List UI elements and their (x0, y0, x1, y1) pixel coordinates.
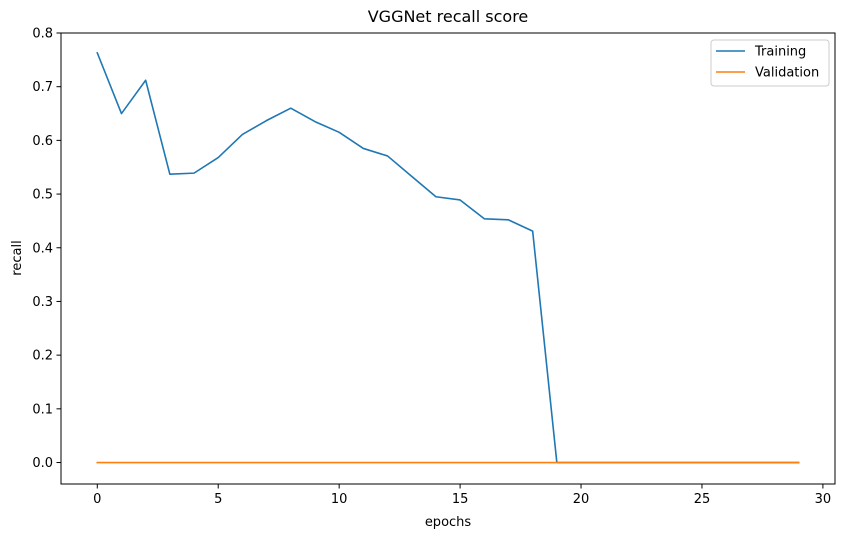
y-tick-label: 0.2 (32, 349, 53, 364)
y-tick-label: 0.6 (32, 134, 53, 149)
x-axis-label: epochs (425, 515, 472, 530)
y-tick-label: 0.0 (32, 456, 53, 471)
legend: Training Validation (710, 39, 830, 87)
y-tick-label: 0.3 (32, 295, 53, 310)
x-tick-label: 20 (573, 492, 590, 507)
y-axis-label: recall (10, 240, 25, 275)
y-tick-label: 0.5 (32, 188, 53, 203)
y-tick-label: 0.8 (32, 27, 53, 42)
x-tick-label: 30 (815, 492, 832, 507)
x-tick-label: 5 (214, 492, 222, 507)
y-tick-label: 0.7 (32, 80, 53, 95)
y-axis-ticks: 0.0 0.1 0.2 0.3 0.4 0.5 0.6 0.7 0.8 (32, 27, 61, 471)
x-tick-label: 15 (452, 492, 469, 507)
plot-frame (60, 32, 836, 485)
x-tick-label: 10 (331, 492, 348, 507)
x-tick-label: 0 (93, 492, 101, 507)
legend-label-validation: Validation (755, 66, 819, 81)
legend-label-training: Training (754, 45, 806, 60)
y-tick-label: 0.1 (32, 402, 53, 417)
chart-title: VGGNet recall score (368, 7, 529, 26)
x-axis-ticks: 0 5 10 15 20 25 30 (93, 484, 831, 507)
x-tick-label: 25 (694, 492, 711, 507)
y-tick-label: 0.4 (32, 241, 53, 256)
plot-series (96, 51, 800, 464)
